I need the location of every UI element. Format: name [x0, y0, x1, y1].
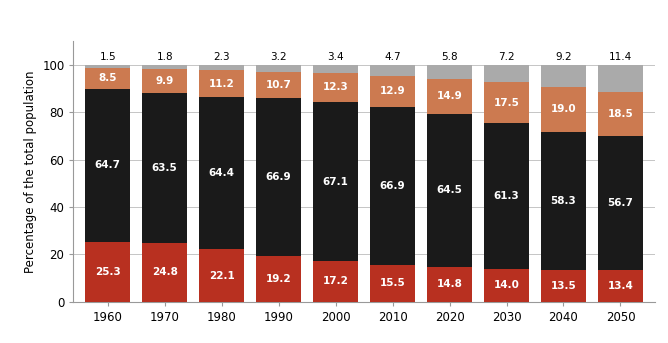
Text: 67.1: 67.1 — [323, 177, 349, 187]
Text: 63.5: 63.5 — [152, 163, 178, 173]
Bar — [428, 79, 472, 114]
Text: 5.8: 5.8 — [441, 52, 458, 62]
Text: 18.5: 18.5 — [608, 109, 633, 119]
Text: 24.8: 24.8 — [152, 268, 178, 277]
Text: 4.7: 4.7 — [384, 52, 401, 62]
Bar — [484, 82, 529, 123]
Text: 12.3: 12.3 — [323, 82, 349, 93]
Bar — [257, 72, 301, 98]
Text: 19.0: 19.0 — [550, 104, 576, 114]
Bar — [313, 65, 358, 73]
Bar — [142, 69, 187, 93]
Text: 17.5: 17.5 — [494, 98, 520, 108]
Text: 3.4: 3.4 — [327, 52, 344, 62]
Text: 14.9: 14.9 — [437, 91, 462, 101]
Text: 1.5: 1.5 — [100, 52, 116, 62]
Bar — [541, 132, 586, 270]
Bar — [142, 93, 187, 243]
Text: 14.0: 14.0 — [494, 280, 520, 290]
Text: 9.9: 9.9 — [156, 76, 174, 86]
Bar — [484, 269, 529, 302]
Bar — [257, 256, 301, 302]
Text: 13.5: 13.5 — [550, 281, 576, 291]
Text: 58.3: 58.3 — [550, 196, 576, 206]
Text: 13.4: 13.4 — [607, 281, 633, 291]
Text: 25.3: 25.3 — [95, 267, 120, 277]
Bar — [541, 65, 586, 87]
Bar — [142, 243, 187, 302]
Bar — [428, 65, 472, 79]
Bar — [599, 65, 643, 92]
Bar — [599, 92, 643, 136]
Bar — [599, 270, 643, 302]
Bar — [142, 65, 187, 69]
Bar — [484, 65, 529, 82]
Bar — [313, 261, 358, 302]
Bar — [313, 102, 358, 261]
Bar — [257, 98, 301, 256]
Text: 22.1: 22.1 — [208, 271, 234, 281]
Bar — [541, 87, 586, 132]
Text: 3.2: 3.2 — [271, 52, 287, 62]
Text: 56.7: 56.7 — [607, 198, 633, 208]
Bar — [370, 76, 415, 107]
Text: 2.3: 2.3 — [213, 52, 230, 62]
Text: 8.5: 8.5 — [98, 73, 117, 83]
Bar — [428, 114, 472, 267]
Bar — [257, 65, 301, 72]
Text: 64.5: 64.5 — [437, 185, 462, 196]
Text: 7.2: 7.2 — [498, 52, 515, 62]
Text: 11.2: 11.2 — [208, 79, 234, 88]
Bar — [428, 267, 472, 302]
Bar — [541, 270, 586, 302]
Text: 17.2: 17.2 — [323, 276, 349, 286]
Text: 66.9: 66.9 — [266, 172, 291, 182]
Text: 12.9: 12.9 — [379, 86, 405, 96]
Text: 15.5: 15.5 — [379, 279, 405, 288]
Text: 64.4: 64.4 — [208, 168, 234, 178]
Text: 14.8: 14.8 — [437, 279, 462, 289]
Y-axis label: Percentage of the total population: Percentage of the total population — [23, 70, 37, 273]
Bar — [86, 88, 130, 242]
Text: 1.8: 1.8 — [156, 52, 173, 62]
Text: 9.2: 9.2 — [555, 52, 572, 62]
Bar — [86, 65, 130, 68]
Bar — [370, 107, 415, 265]
Bar — [200, 70, 244, 97]
Bar — [370, 65, 415, 76]
Text: 61.3: 61.3 — [494, 191, 520, 201]
Bar — [484, 123, 529, 269]
Text: 10.7: 10.7 — [266, 80, 291, 90]
Bar — [200, 97, 244, 249]
Bar — [200, 249, 244, 302]
Bar — [200, 65, 244, 70]
Text: 66.9: 66.9 — [379, 181, 405, 191]
Text: 64.7: 64.7 — [95, 160, 121, 170]
Bar — [86, 68, 130, 88]
Bar — [370, 265, 415, 302]
Bar — [86, 242, 130, 302]
Text: 11.4: 11.4 — [609, 52, 632, 62]
Bar — [313, 73, 358, 102]
Text: 19.2: 19.2 — [266, 274, 291, 284]
Bar — [599, 136, 643, 270]
